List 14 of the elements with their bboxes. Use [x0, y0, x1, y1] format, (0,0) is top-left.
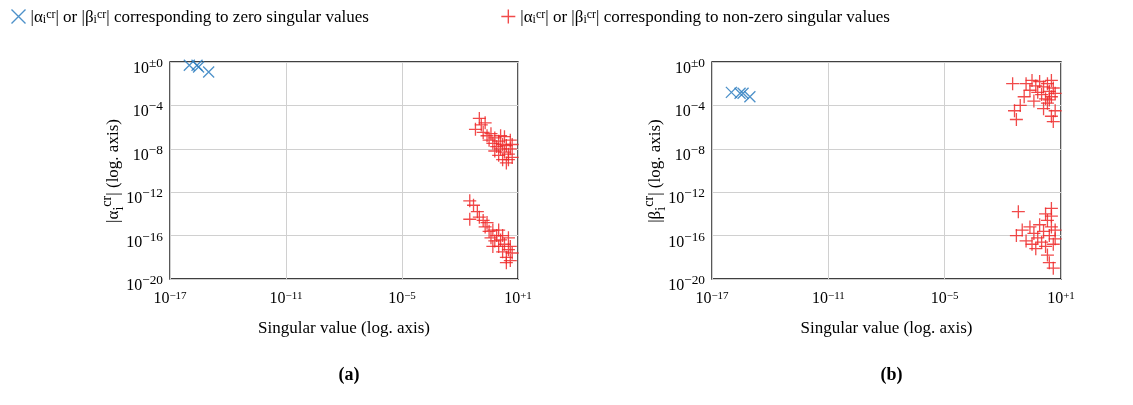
- y-tick-label: 10$^{−12}$: [668, 184, 705, 209]
- x-axis-title: Singular value (log. axis): [258, 318, 430, 337]
- y-tick-label: 10$^{−8}$: [674, 140, 705, 166]
- y-tick-label: 10$^{−8}$: [132, 140, 163, 166]
- y-tick-label: 10$^{±0}$: [133, 54, 163, 79]
- y-tick-label: 10$^{−4}$: [132, 97, 163, 122]
- text: (b): [880, 364, 903, 385]
- text: (a): [338, 364, 360, 385]
- x-axis-title: Singular value (log. axis): [800, 318, 973, 337]
- y-tick-label: 10$^{−4}$: [674, 97, 705, 122]
- y-tick-label: 10$^{−12}$: [126, 184, 163, 209]
- y-tick-label: 10$^{−16}$: [668, 227, 705, 252]
- y-tick-label: 10$^{−16}$: [126, 227, 163, 252]
- y-tick-label: 10$^{±0}$: [675, 54, 705, 79]
